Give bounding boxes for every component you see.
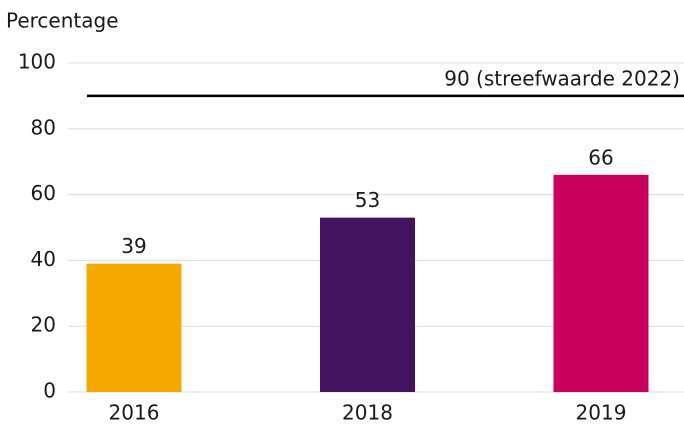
bar xyxy=(553,174,649,392)
y-axis-label: Percentage xyxy=(6,9,119,33)
x-tick-label: 2019 xyxy=(576,401,627,425)
y-tick-label: 0 xyxy=(43,379,56,403)
x-tick-label: 2018 xyxy=(342,401,393,425)
value-label: 39 xyxy=(121,234,146,258)
bar xyxy=(86,263,182,392)
y-tick-label: 100 xyxy=(18,50,56,74)
value-label: 53 xyxy=(355,188,380,212)
y-tick-label: 40 xyxy=(31,247,56,271)
y-tick-label: 80 xyxy=(31,115,56,139)
bar xyxy=(320,217,415,392)
x-tick-label: 2016 xyxy=(109,401,160,425)
target-label: 90 (streefwaarde 2022) xyxy=(444,66,680,90)
y-tick-label: 60 xyxy=(31,181,56,205)
y-tick-label: 20 xyxy=(31,313,56,337)
value-label: 66 xyxy=(588,145,613,169)
